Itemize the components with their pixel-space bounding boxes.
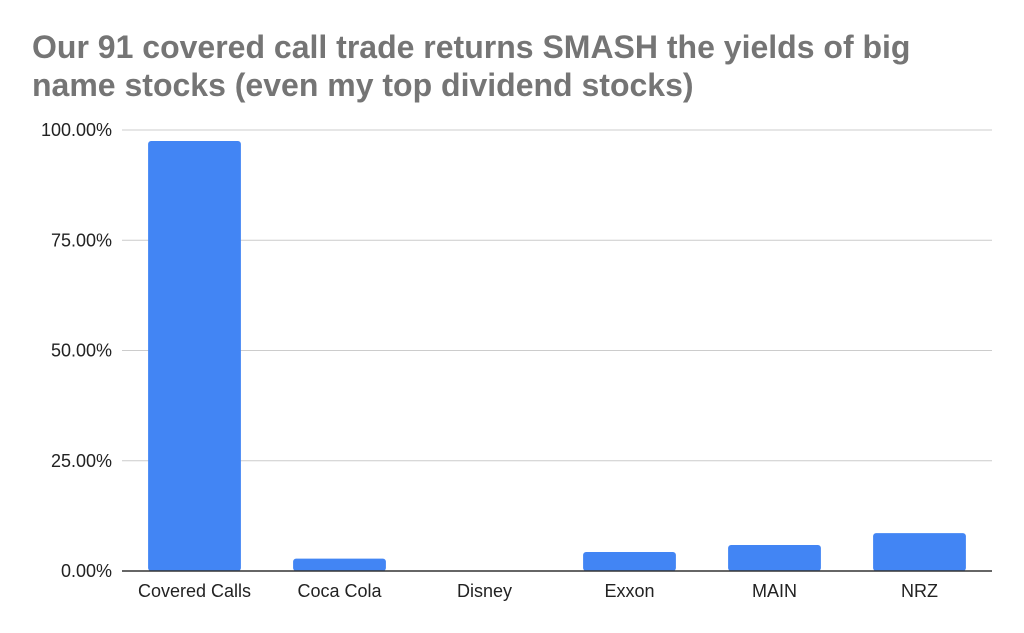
x-category-label: Disney <box>457 581 512 601</box>
bar <box>148 141 241 571</box>
y-tick-label: 25.00% <box>51 451 112 471</box>
x-category-label: Coca Cola <box>297 581 382 601</box>
x-axis-categories: Covered Calls Coca Cola Disney Exxon MAIN NRZ <box>138 581 938 601</box>
bar <box>293 558 386 571</box>
y-tick-label: 100.00% <box>41 120 112 140</box>
x-category-label: MAIN <box>752 581 797 601</box>
y-tick-label: 0.00% <box>61 561 112 581</box>
bar <box>873 533 966 571</box>
y-tick-label: 75.00% <box>51 230 112 250</box>
gridlines <box>122 129 992 462</box>
bars <box>148 141 966 571</box>
bar <box>583 552 676 571</box>
y-tick-label: 50.00% <box>51 341 112 361</box>
x-category-label: Exxon <box>604 581 654 601</box>
chart-title: Our 91 covered call trade returns SMASH … <box>32 29 911 103</box>
y-axis-ticks: 0.00% 25.00% 50.00% 75.00% 100.00% <box>41 120 112 581</box>
x-category-label: Covered Calls <box>138 581 251 601</box>
bar <box>728 544 821 571</box>
x-category-label: NRZ <box>901 581 938 601</box>
